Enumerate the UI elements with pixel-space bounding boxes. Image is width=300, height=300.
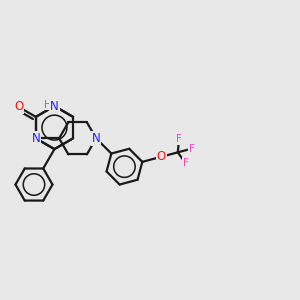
- Text: N: N: [32, 132, 40, 145]
- Text: N: N: [50, 100, 59, 112]
- Text: N: N: [92, 132, 100, 145]
- Text: O: O: [14, 100, 23, 112]
- Text: O: O: [156, 150, 166, 163]
- Text: F: F: [183, 158, 188, 168]
- Text: F: F: [189, 143, 195, 154]
- Text: F: F: [176, 134, 182, 144]
- Text: H: H: [44, 100, 52, 110]
